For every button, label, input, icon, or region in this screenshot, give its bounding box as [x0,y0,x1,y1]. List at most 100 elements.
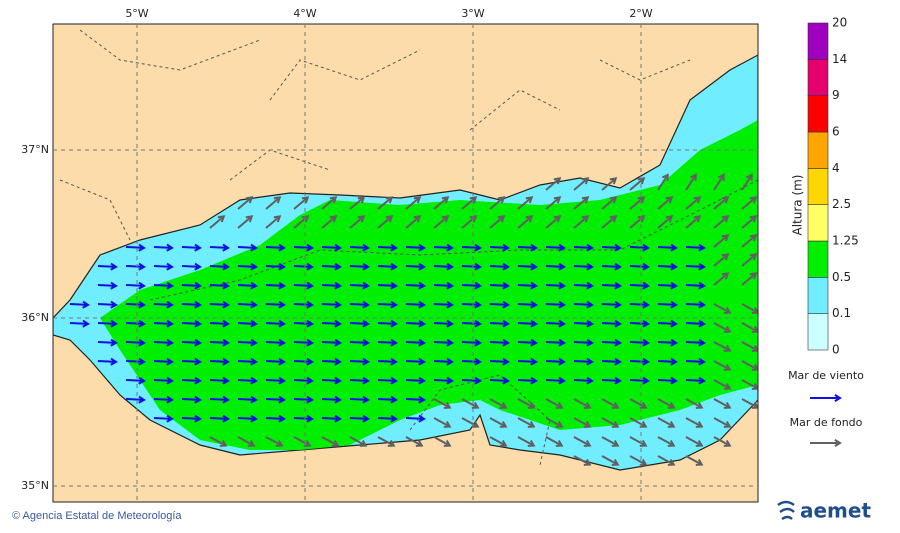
wind-sea-arrow [657,262,678,271]
wind-sea-arrow [293,300,314,309]
swell-arrow [601,417,620,428]
lat-label: 37°N [21,143,49,156]
swell-arrow [489,196,506,210]
wind-sea-arrow [237,338,258,347]
swell-arrow [713,398,732,409]
wind-sea-arrow [517,319,538,328]
wind-sea-arrow [97,262,118,271]
wind-sea-arrow [601,357,622,366]
wind-sea-arrow [405,376,426,385]
wind-sea-arrow [321,262,342,271]
wind-sea-arrow [545,376,566,385]
lat-label: 35°N [21,479,49,492]
swell-arrow [601,215,618,229]
wind-sea-arrow [489,262,510,271]
lat-label: 36°N [21,311,49,324]
wind-sea-arrow [657,376,678,385]
wind-sea-arrow [153,357,174,366]
wind-sea-arrow [629,357,650,366]
wind-sea-arrow [349,319,370,328]
wind-sea-arrow [265,376,286,385]
wind-sea-arrow [153,319,174,328]
wind-sea-arrow [153,414,174,423]
swell-arrow [433,436,452,447]
wind-sea-arrow [601,319,622,328]
swell-arrow [573,455,592,466]
wind-sea-arrow [629,338,650,347]
wind-sea-arrow [321,281,342,290]
colorbar-band [807,22,829,60]
wind-sea-arrow [433,281,454,290]
swell-arrow [489,398,508,409]
wave-zone [100,120,758,450]
map [53,24,758,502]
wind-sea-arrow [293,338,314,347]
wind-sea-arrow [181,357,202,366]
swell-arrow [545,177,562,191]
swell-arrow [573,215,590,229]
swell-arrow [657,398,676,409]
colorbar-band [807,277,829,314]
logo: aemet [800,499,871,523]
swell-arrow [657,417,676,428]
swell-arrow [405,196,422,210]
wind-sea-arrow [601,243,622,252]
wind-sea-arrow [209,262,230,271]
wind-sea-arrow [405,319,426,328]
legend-label: Mar de fondo [790,416,863,429]
wind-sea-arrow [265,319,286,328]
arrows [69,173,758,466]
wind-sea-arrow [153,338,174,347]
wind-sea-arrow [377,338,398,347]
swell-arrow [741,253,758,267]
wind-sea-arrow [209,281,230,290]
swell-arrow [601,436,620,447]
colorbar-label: 0 [832,343,840,357]
wind-sea-arrow [377,262,398,271]
wind-sea-arrow [265,281,286,290]
swell-arrow [629,398,648,409]
wind-sea-arrow [97,300,118,309]
swell-arrow [601,196,618,210]
wind-sea-arrow [181,243,202,252]
wind-sea-arrow [573,357,594,366]
wind-sea-arrow [293,395,314,404]
swell-arrow [209,215,226,229]
wind-sea-arrow [517,243,538,252]
wind-sea-arrow [125,357,146,366]
colorbar-label: 0.5 [832,270,851,284]
swell-arrow [517,215,534,229]
swell-arrow [713,436,732,447]
wind-sea-arrow [209,414,230,423]
swell-arrow [433,196,450,210]
wind-sea-arrow [265,357,286,366]
wind-sea-arrow [517,357,538,366]
wind-sea-arrow [181,376,202,385]
wind-sea-arrow [377,414,398,423]
wind-sea-arrow [461,357,482,366]
swell-arrow [349,436,368,447]
wind-sea-arrow [69,319,90,328]
wind-sea-arrow [293,243,314,252]
wind-sea-arrow [349,281,370,290]
wind-sea-arrow [573,262,594,271]
wind-sea-arrow [125,243,146,252]
wind-sea-arrow [209,395,230,404]
swell-arrow [713,322,732,333]
swell-arrow [713,272,730,286]
wind-sea-arrow [629,300,650,309]
colorbar-band [807,168,829,205]
colorbar-label: 14 [832,52,847,66]
wind-sea-arrow [461,319,482,328]
swell-arrow [741,234,758,248]
wind-sea-arrow [629,262,650,271]
wind-sea-arrow [489,281,510,290]
swell-arrow [545,398,564,409]
wind-sea-arrow [601,281,622,290]
wind-sea-arrow [489,300,510,309]
swell-arrow [601,177,618,191]
swell-arrow [237,196,254,210]
wind-sea-arrow [293,262,314,271]
swell-arrow [713,196,730,210]
